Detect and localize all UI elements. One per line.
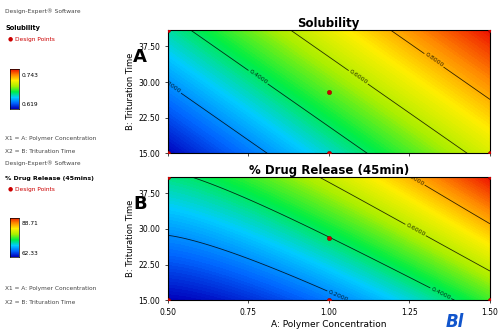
Text: ● Design Points: ● Design Points bbox=[8, 37, 54, 42]
Text: 0.619: 0.619 bbox=[22, 102, 38, 107]
Text: Solubility: Solubility bbox=[5, 25, 40, 31]
Title: % Drug Release (45min): % Drug Release (45min) bbox=[248, 164, 409, 177]
Point bbox=[164, 27, 172, 32]
Text: X1 = A: Polymer Concentration: X1 = A: Polymer Concentration bbox=[5, 286, 96, 291]
Y-axis label: B: Trituration Time: B: Trituration Time bbox=[126, 53, 135, 130]
Point bbox=[164, 151, 172, 156]
Text: ● Design Points: ● Design Points bbox=[8, 187, 54, 192]
Point bbox=[486, 174, 494, 179]
Point bbox=[325, 236, 333, 241]
Text: 0.6000: 0.6000 bbox=[348, 69, 368, 85]
Point bbox=[164, 174, 172, 179]
Text: Design-Expert® Software: Design-Expert® Software bbox=[5, 160, 80, 166]
Point bbox=[486, 151, 494, 156]
Point bbox=[325, 89, 333, 94]
Text: 88.71: 88.71 bbox=[22, 221, 38, 226]
Text: 0.8000: 0.8000 bbox=[404, 171, 425, 187]
Text: % Drug Release (45mins): % Drug Release (45mins) bbox=[5, 176, 94, 181]
Text: X2 = B: Trituration Time: X2 = B: Trituration Time bbox=[5, 300, 76, 305]
Text: 0.4000: 0.4000 bbox=[430, 286, 452, 300]
Text: X2 = B: Trituration Time: X2 = B: Trituration Time bbox=[5, 149, 76, 154]
Text: X1 = A: Polymer Concentration: X1 = A: Polymer Concentration bbox=[5, 136, 96, 141]
Point bbox=[486, 27, 494, 32]
Text: 0.6000: 0.6000 bbox=[405, 223, 426, 237]
Text: Bl: Bl bbox=[446, 313, 464, 330]
Text: 0.2000: 0.2000 bbox=[161, 78, 182, 95]
Text: Design-Expert® Software: Design-Expert® Software bbox=[5, 9, 80, 14]
X-axis label: A: Polymer Concentration: A: Polymer Concentration bbox=[271, 320, 386, 329]
Point bbox=[164, 298, 172, 303]
Point bbox=[325, 298, 333, 303]
Text: 0.8000: 0.8000 bbox=[424, 52, 444, 69]
Text: 62.33: 62.33 bbox=[22, 251, 38, 256]
Text: B: B bbox=[133, 195, 147, 213]
Title: Solubility: Solubility bbox=[298, 17, 360, 30]
Point bbox=[325, 151, 333, 156]
Text: A: A bbox=[133, 48, 147, 66]
Text: 0.2000: 0.2000 bbox=[328, 289, 349, 302]
Point bbox=[486, 298, 494, 303]
Y-axis label: B: Trituration Time: B: Trituration Time bbox=[126, 200, 135, 277]
Text: 0.743: 0.743 bbox=[22, 73, 38, 78]
Text: 0.4000: 0.4000 bbox=[248, 69, 268, 85]
